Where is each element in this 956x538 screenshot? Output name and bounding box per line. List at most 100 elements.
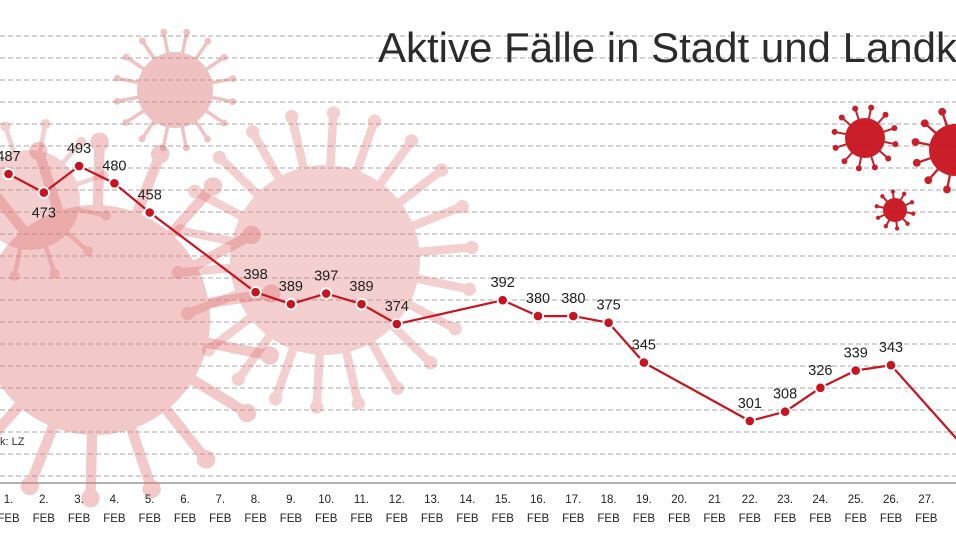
data-point [37,186,50,199]
data-point [320,287,333,300]
data-label: 493 [67,141,91,157]
x-tick-month: FEB [209,513,232,525]
x-tick-month: FEB [597,513,620,525]
x-tick-month: FEB [139,513,162,525]
data-label: 397 [314,269,338,285]
x-tick-day: 5. [145,494,155,506]
source-note: k: LZ [0,436,25,448]
data-point [567,309,580,323]
x-tick-day: 16. [530,494,546,506]
x-tick-day: 21 [708,494,721,506]
x-tick-day: 10. [318,494,334,506]
x-tick-day: 23. [777,494,793,506]
data-label: 398 [243,267,267,283]
x-axis: 1. FEB 2. FEB 3. FEB 4. FEB 5. FEB 6. FEB 7. FEB 8. FEB… [0,494,938,525]
data-point [884,359,898,372]
x-tick-day: 9. [286,494,296,506]
data-label: 458 [138,188,162,204]
gridlines [0,35,956,484]
x-tick-day: 24. [812,494,828,506]
x-tick-month: FEB [668,513,691,525]
data-point [778,405,792,418]
data-label: 480 [102,158,126,174]
data-label: 345 [632,338,656,354]
x-tick-month: FEB [915,513,938,525]
data-point [743,414,756,428]
x-tick-day: 4. [110,494,120,506]
data-point [73,159,86,173]
x-tick-month: FEB [633,513,656,525]
x-tick-month: FEB [703,513,726,525]
x-tick-month: FEB [880,513,903,525]
x-tick-day: 18. [601,494,617,506]
x-tick-month: FEB [174,513,197,525]
x-tick-month: FEB [315,513,338,525]
data-point [249,286,262,299]
x-tick-month: FEB [280,513,303,525]
x-tick-day: 11. [354,494,369,506]
x-tick-month: FEB [774,513,797,525]
virus-red-icon [874,189,916,231]
data-point [496,294,509,307]
x-tick-month: FEB [68,513,91,525]
data-label: 389 [349,279,373,295]
virus-decoration [0,28,956,508]
virus-small-faded-icon [0,119,111,281]
x-tick-month: FEB [103,513,126,525]
data-label: 392 [491,275,515,291]
x-tick-day: 6. [180,494,190,506]
x-tick-month: FEB [527,513,550,525]
data-label: 375 [596,298,620,314]
data-label: 473 [32,206,56,222]
data-point [390,317,403,331]
data-point [849,364,862,377]
x-tick-day: 15. [495,494,511,506]
x-tick-day: 8. [251,494,261,506]
virus-large-faded-icon [171,106,479,414]
virus-large-faded-icon [0,132,281,508]
data-point [143,206,156,219]
virus-medium-faded-icon [113,28,237,152]
x-tick-month: FEB [739,513,762,525]
x-tick-month: FEB [456,513,479,525]
data-point [637,356,651,369]
x-tick-day: 7. [216,494,226,506]
data-point [284,298,297,311]
data-label: 374 [385,299,409,315]
data-point [355,298,368,311]
series-markers [2,159,898,428]
x-tick-month: FEB [386,513,409,525]
virus-red-icon [911,107,956,194]
data-label: 380 [561,291,585,307]
x-tick-month: FEB [492,513,515,525]
data-point [814,381,827,394]
x-tick-month: FEB [562,513,585,525]
data-label: 326 [808,363,832,379]
x-tick-day: 12. [389,494,405,506]
data-point [602,316,615,329]
x-tick-day: 22. [742,494,758,506]
x-tick-month: FEB [421,513,444,525]
x-tick-day: 20. [671,494,687,506]
x-tick-day: 26. [883,494,899,506]
data-labels: 487 473 493 480 458 398 389 397 389 374 392 380 380 3… [0,141,903,412]
virus-red-icon [831,104,899,172]
x-tick-month: FEB [809,513,832,525]
data-label: 380 [526,291,550,307]
x-tick-month: FEB [33,513,56,525]
x-tick-day: 19. [636,494,652,506]
data-point [531,309,545,323]
x-tick-month: FEB [244,513,267,525]
x-tick-month: FEB [845,513,868,525]
x-tick-month: FEB [0,513,20,525]
x-tick-month: FEB [350,513,373,525]
data-label: 308 [773,387,797,403]
data-point [108,177,121,190]
data-label: 339 [844,346,868,362]
data-label: 487 [0,149,21,165]
x-tick-day: 3. [74,494,84,506]
chart-title: Aktive Fälle in Stadt und Landk [378,24,956,71]
x-tick-day: 27. [918,494,934,506]
